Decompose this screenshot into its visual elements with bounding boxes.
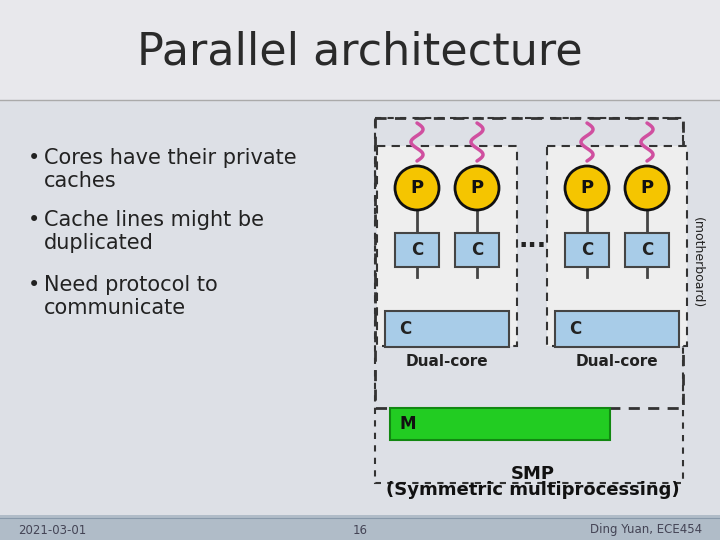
Text: 16: 16: [353, 523, 367, 537]
Bar: [625, 233, 669, 267]
Text: 2021-03-01: 2021-03-01: [18, 523, 86, 537]
Text: (motherboard): (motherboard): [690, 218, 703, 309]
Bar: [375, 118, 683, 483]
Text: P: P: [470, 179, 484, 197]
Bar: [565, 233, 609, 267]
Text: Dual-core: Dual-core: [405, 354, 488, 369]
Text: (Symmetric multiprocessing): (Symmetric multiprocessing): [386, 481, 680, 499]
Bar: [375, 118, 683, 408]
Text: C: C: [569, 320, 581, 338]
Text: Need protocol to
communicate: Need protocol to communicate: [44, 275, 217, 318]
Text: C: C: [581, 241, 593, 259]
Bar: [0, 101, 720, 515]
Text: Ding Yuan, ECE454: Ding Yuan, ECE454: [590, 523, 702, 537]
Bar: [395, 233, 439, 267]
Circle shape: [455, 166, 499, 210]
Text: Cores have their private
caches: Cores have their private caches: [44, 148, 297, 191]
Bar: [377, 146, 517, 346]
Bar: [390, 408, 610, 440]
Text: P: P: [580, 179, 593, 197]
Text: •: •: [28, 148, 40, 168]
Text: •: •: [28, 275, 40, 295]
Text: Cache lines might be
duplicated: Cache lines might be duplicated: [44, 210, 264, 253]
Text: •: •: [28, 210, 40, 230]
Circle shape: [565, 166, 609, 210]
Text: P: P: [410, 179, 423, 197]
Text: C: C: [641, 241, 653, 259]
Text: Parallel architecture: Parallel architecture: [138, 30, 582, 73]
Bar: [0, 0, 720, 100]
Text: ...: ...: [519, 228, 547, 252]
Text: P: P: [640, 179, 654, 197]
Text: C: C: [471, 241, 483, 259]
Circle shape: [625, 166, 669, 210]
Bar: [385, 311, 509, 347]
Text: M: M: [400, 415, 416, 433]
Text: C: C: [399, 320, 411, 338]
Bar: [455, 233, 499, 267]
Bar: [555, 311, 679, 347]
Circle shape: [395, 166, 439, 210]
Text: Dual-core: Dual-core: [576, 354, 658, 369]
Text: C: C: [411, 241, 423, 259]
Text: SMP: SMP: [511, 465, 555, 483]
Bar: [547, 146, 687, 346]
